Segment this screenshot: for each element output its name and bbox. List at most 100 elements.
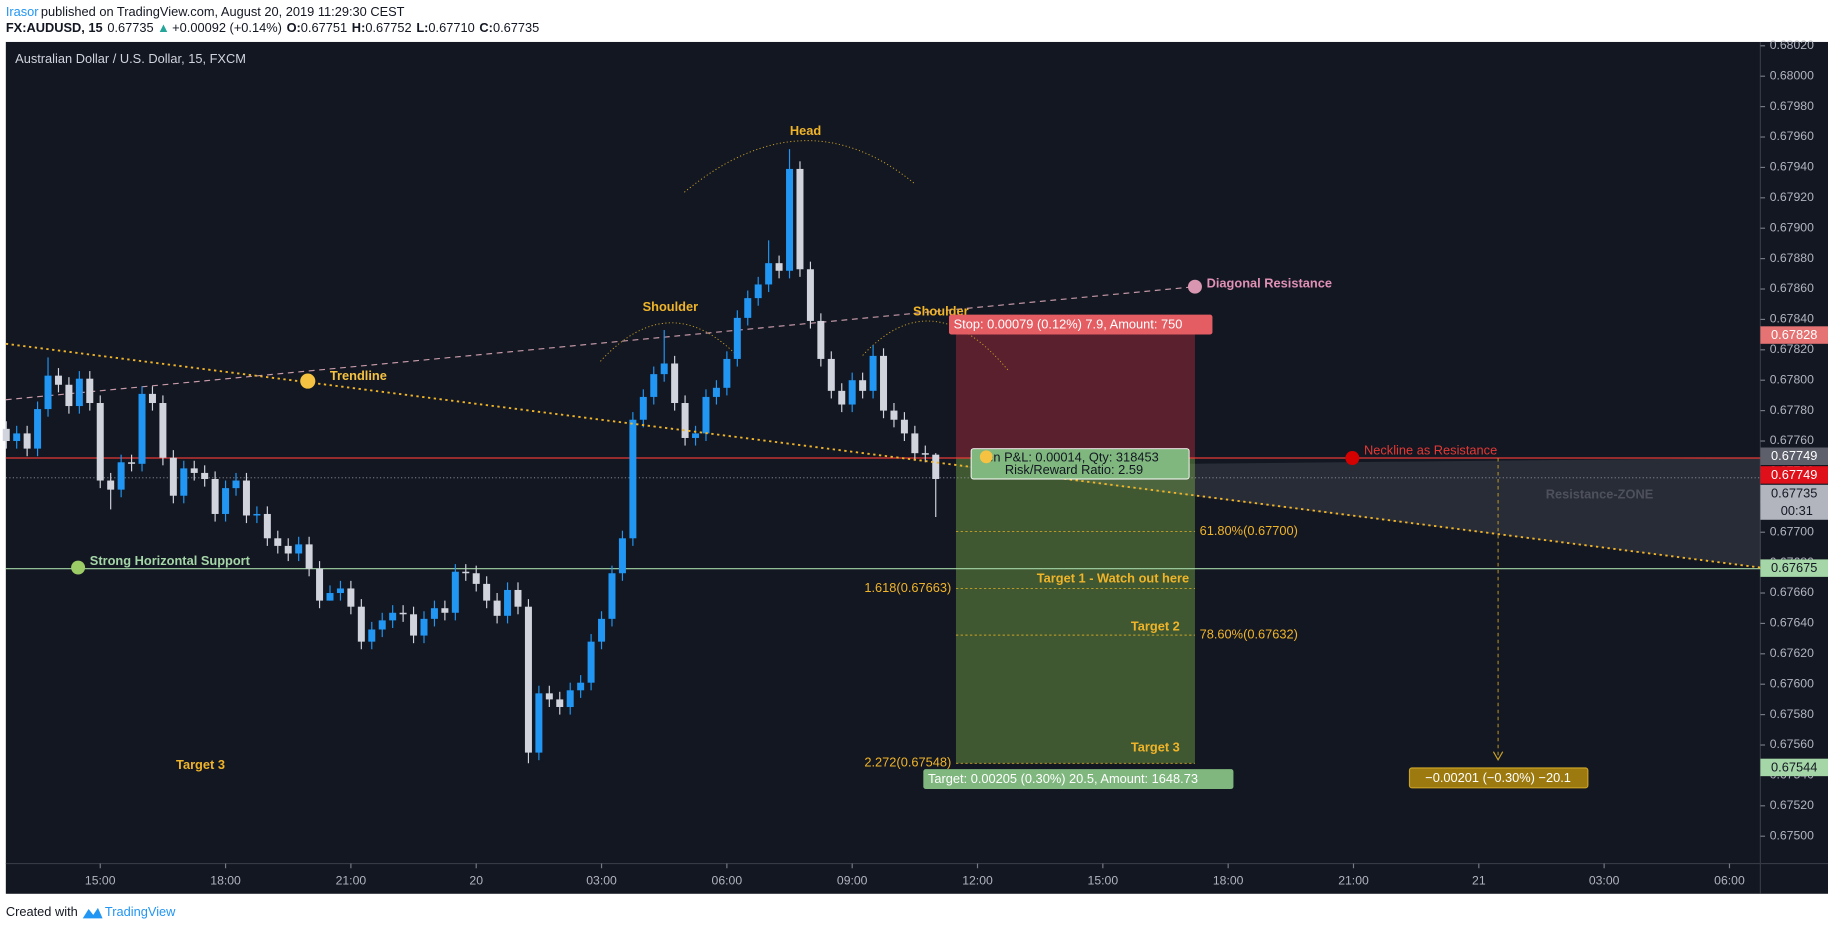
- candle-body: [806, 269, 814, 321]
- candle-body: [535, 693, 543, 753]
- target-info: Target: 0.00205 (0.30%) 20.5, Amount: 16…: [928, 771, 1198, 786]
- candle-body: [274, 538, 282, 546]
- footer-created: Created with: [6, 904, 78, 919]
- candle-body: [890, 410, 898, 420]
- candle-body: [618, 538, 626, 574]
- neckline-label: Neckline as Resistance: [1364, 442, 1497, 457]
- candle-body: [65, 384, 73, 407]
- candle-body: [23, 433, 31, 449]
- measure-label: −0.00201 (−0.30%) −20.1: [1425, 770, 1571, 785]
- candle-body: [128, 462, 136, 464]
- candle-body: [389, 612, 397, 621]
- y-tick-label: 0.68020: [1770, 38, 1814, 52]
- candle-body: [399, 612, 407, 615]
- candle-body: [545, 693, 553, 700]
- y-tick-label: 0.67600: [1770, 676, 1814, 690]
- candle-body: [180, 468, 188, 496]
- candle-body: [295, 544, 303, 554]
- candle-body: [242, 480, 250, 516]
- candle-body: [650, 374, 658, 397]
- candle-body: [169, 457, 177, 496]
- candle-body: [462, 571, 470, 574]
- candle-body: [598, 618, 606, 642]
- support-dot: [71, 560, 86, 575]
- price-badge-label: 0.67828: [1771, 327, 1817, 342]
- x-tick-label: 09:00: [837, 873, 868, 887]
- symbol-line: FX:AUDUSD, 15 0.67735 ▲ +0.00092 (+0.14%) O:…: [6, 21, 539, 36]
- change: +0.00092 (+0.14%): [172, 21, 282, 36]
- candle-body: [378, 620, 386, 630]
- candle-body: [765, 263, 773, 285]
- y-tick-label: 0.67960: [1770, 129, 1814, 143]
- h-value: 0.67752: [365, 21, 411, 36]
- candle-body: [54, 375, 62, 385]
- candle-body: [608, 573, 616, 619]
- countdown: 00:31: [1781, 503, 1813, 518]
- price-badge: [1760, 326, 1828, 344]
- candle-body: [723, 358, 731, 388]
- candle-body: [117, 462, 125, 490]
- x-tick-label: 20: [469, 873, 483, 887]
- candle-body: [744, 298, 752, 318]
- candle-body: [702, 396, 710, 434]
- y-tick-label: 0.67940: [1770, 160, 1814, 174]
- h-label: H:: [352, 21, 366, 36]
- x-tick-label: 03:00: [1589, 873, 1620, 887]
- candle-body: [451, 571, 459, 613]
- target-box: [923, 769, 1234, 789]
- brand-logo[interactable]: [82, 907, 103, 919]
- candle-body: [859, 380, 867, 391]
- candle-body: [556, 699, 564, 708]
- candle-body: [107, 480, 115, 490]
- candle-body: [712, 387, 720, 397]
- candle-body: [96, 403, 104, 481]
- candle-body: [681, 403, 689, 438]
- candle-body: [13, 433, 21, 442]
- candle-body: [911, 433, 919, 454]
- price-badge-label: 0.67544: [1771, 759, 1817, 774]
- y-tick-label: 0.67880: [1770, 251, 1814, 265]
- price-badge-label: 0.67749: [1771, 448, 1817, 463]
- rr-label: Risk/Reward Ratio: 2.59: [1005, 462, 1143, 477]
- target-label: Target 3: [1131, 740, 1180, 755]
- candle-body: [420, 618, 428, 636]
- header-line: Irasor published on TradingView.com, Augu…: [6, 4, 405, 19]
- target-label: Target 1 - Watch out here: [1037, 571, 1189, 586]
- candle-body: [2, 428, 10, 442]
- y-tick-label: 0.67700: [1770, 524, 1814, 538]
- y-tick-label: 0.67800: [1770, 372, 1814, 386]
- candle-body: [587, 641, 595, 683]
- x-tick-label: 21:00: [336, 873, 367, 887]
- candle-body: [880, 355, 888, 411]
- candle-body: [754, 284, 762, 299]
- l-label: L:: [416, 21, 428, 36]
- candle-body: [932, 454, 940, 480]
- trendline-dot: [300, 373, 316, 389]
- y-tick-label: 0.67900: [1770, 220, 1814, 234]
- candle-body: [211, 479, 219, 514]
- candle-body: [629, 419, 637, 539]
- y-tick-label: 0.67780: [1770, 403, 1814, 417]
- symbol: FX:AUDUSD, 15: [6, 21, 103, 36]
- x-tick-label: 06:00: [1714, 873, 1745, 887]
- candle-body: [660, 363, 668, 375]
- candle-body: [410, 614, 418, 636]
- candle-body: [733, 317, 741, 359]
- candle-body: [316, 568, 324, 601]
- candle-body: [493, 600, 501, 616]
- y-tick-label: 0.67620: [1770, 646, 1814, 660]
- target-zone: [955, 458, 1195, 764]
- candle-body: [848, 380, 856, 405]
- user[interactable]: Irasor: [6, 4, 39, 19]
- candle-body: [786, 168, 794, 271]
- x-tick-label: 21:00: [1338, 873, 1369, 887]
- o-label: O:: [287, 21, 301, 36]
- stop-zone: [955, 334, 1195, 459]
- candle-body: [566, 690, 574, 708]
- measure-arrow: [1492, 751, 1504, 762]
- candle-body: [524, 606, 532, 753]
- o-value: 0.67751: [301, 21, 347, 36]
- footer-brand[interactable]: TradingView: [105, 904, 176, 919]
